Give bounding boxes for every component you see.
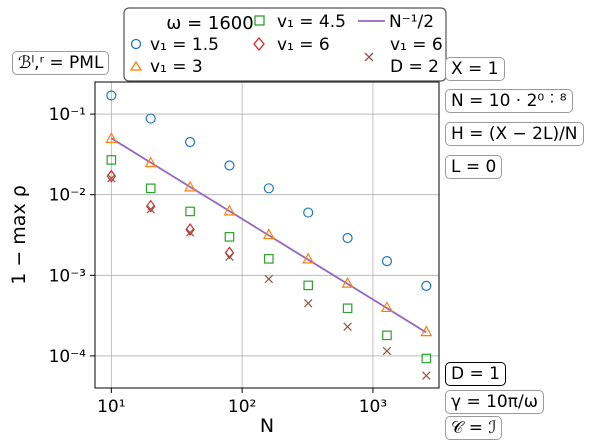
x-tick-label: 10² — [228, 397, 256, 417]
data-point-diamond — [145, 199, 156, 213]
l-annotation: L = 0 — [445, 155, 503, 179]
data-point-square — [303, 280, 314, 291]
data-point-circle — [145, 113, 156, 124]
series-line-reference — [110, 137, 427, 334]
tick-marks — [90, 113, 374, 393]
legend-square-marker — [254, 15, 265, 26]
legend-label-v6: v₁ = 6 — [277, 35, 330, 55]
x-tick-label: 10³ — [359, 397, 387, 417]
data-point-x — [107, 174, 116, 183]
y-tick-label: 10⁻² — [49, 186, 86, 206]
legend-title: ω = 1600 — [166, 13, 253, 34]
legend-circle-marker — [130, 38, 142, 50]
data-point-square — [185, 206, 195, 217]
data-point-circle — [224, 160, 235, 171]
c-annotation: 𝒞 = ℐ — [445, 416, 503, 440]
data-point-square — [382, 330, 392, 341]
legend-label-v3: v₁ = 3 — [150, 57, 203, 77]
data-point-square — [106, 155, 117, 165]
data-point-diamond — [224, 246, 235, 260]
d-annotation: D = 1 — [445, 362, 506, 386]
h-annotation: H = (X − 2L)/N — [445, 122, 584, 146]
data-point-circle — [421, 280, 432, 291]
data-point-x — [146, 205, 155, 214]
n-annotation: N = 10 · 2⁰ ˸ ⁸ — [445, 89, 573, 113]
data-point-triangle — [302, 252, 315, 264]
data-point-x — [382, 346, 392, 356]
x-annotation: X = 1 — [445, 57, 505, 81]
y-tick-label: 10⁻¹ — [49, 105, 86, 125]
data-point-square — [224, 232, 235, 242]
legend-label-v45: v₁ = 4.5 — [277, 12, 346, 32]
y-axis-label: 1 − max ρ — [8, 185, 30, 285]
legend: ω = 1600 v₁ = 1.5 v₁ = 3 v₁ = 4.5 v₁ = 6… — [123, 7, 447, 82]
legend-frame — [123, 7, 447, 82]
data-point-triangle — [262, 228, 275, 240]
legend-label-v6d2-line1: v₁ = 6 — [390, 35, 443, 55]
data-point-triangle — [144, 156, 157, 168]
legend-label-v6d2-line2: D = 2 — [390, 57, 439, 77]
x-tick-label: 10¹ — [97, 397, 125, 417]
data-point-square — [342, 303, 353, 314]
data-point-circle — [303, 207, 314, 218]
data-point-square — [145, 183, 156, 194]
data-point-triangle — [380, 301, 393, 312]
data-point-circle — [184, 136, 196, 148]
data-point-x — [422, 371, 431, 380]
data-point-x — [343, 322, 352, 331]
x-axis-label: N — [260, 415, 274, 437]
data-point-diamond — [185, 222, 195, 237]
data-point-x — [303, 299, 313, 308]
legend-triangle-marker — [129, 60, 143, 71]
data-point-square — [264, 254, 274, 264]
data-point-triangle — [184, 180, 197, 192]
legend-label-line: N⁻¹/2 — [389, 12, 434, 32]
legend-diamond-marker — [253, 36, 265, 52]
data-point-x — [264, 274, 274, 284]
legend-label-v15: v₁ = 1.5 — [150, 35, 219, 55]
data-point-circle — [342, 232, 353, 244]
data-point-circle — [263, 183, 274, 194]
data-point-triangle — [223, 204, 236, 216]
series-layer — [105, 90, 433, 380]
data-point-circle — [106, 90, 117, 101]
y-tick-labels: 10⁻⁴ 10⁻³ 10⁻² 10⁻¹ — [49, 105, 87, 367]
data-point-circle — [381, 256, 393, 267]
data-point-square — [421, 353, 432, 364]
legend-x-marker — [364, 52, 374, 62]
data-point-triangle — [105, 132, 118, 143]
data-point-x — [185, 228, 195, 237]
x-tick-labels: 10¹ 10² 10³ — [97, 397, 387, 417]
data-point-diamond — [106, 169, 117, 183]
plot-frame — [94, 81, 440, 389]
data-point-x — [225, 252, 234, 261]
boundary-annotation: ℬˡ,ʳ = PML — [12, 51, 110, 75]
data-point-triangle — [420, 325, 433, 337]
y-tick-label: 10⁻⁴ — [49, 347, 87, 367]
gamma-annotation: γ = 10π/ω — [445, 390, 544, 414]
data-point-triangle — [341, 276, 354, 288]
y-tick-label: 10⁻³ — [49, 266, 86, 286]
